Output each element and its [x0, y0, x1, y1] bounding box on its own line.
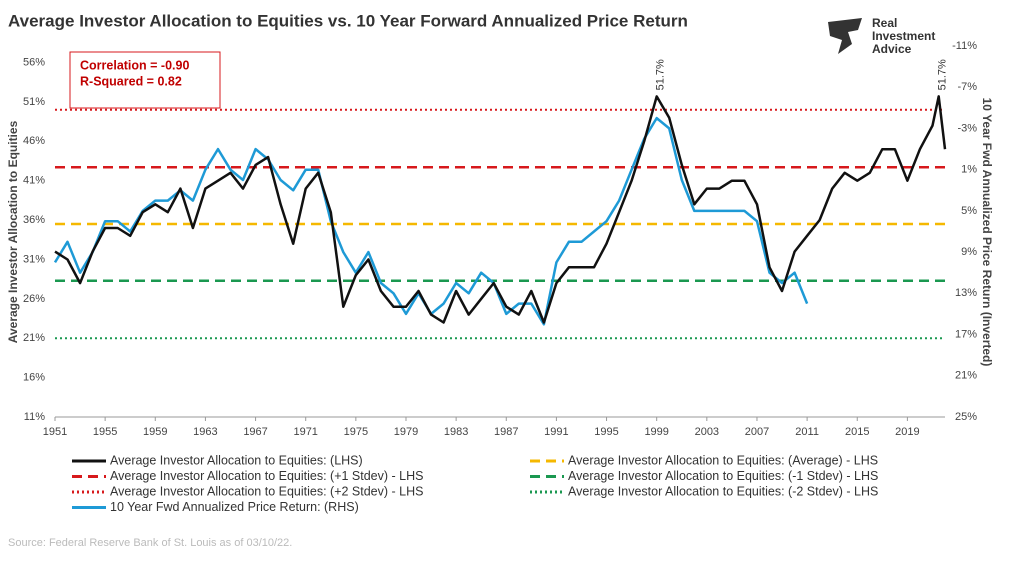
y-tick-label: 51% [23, 96, 45, 108]
y-tick-label: 41% [23, 175, 45, 187]
y2-tick-label: 21% [955, 370, 977, 382]
legend-label: Average Investor Allocation to Equities:… [110, 484, 423, 498]
x-tick-label: 1991 [544, 426, 568, 438]
x-tick-label: 1995 [594, 426, 618, 438]
y-tick-label: 56% [23, 56, 45, 68]
x-tick-label: 2015 [845, 426, 869, 438]
legend-label: 10 Year Fwd Annualized Price Return: (RH… [110, 500, 359, 514]
y2-tick-label: 17% [955, 328, 977, 340]
x-tick-label: 1967 [243, 426, 267, 438]
x-tick-label: 1955 [93, 426, 117, 438]
stat: Correlation = -0.90 [80, 58, 189, 72]
y-tick-label: 26% [23, 293, 45, 305]
x-tick-label: 1987 [494, 426, 518, 438]
series-line [54, 95, 947, 324]
annotation: 51.7% [655, 59, 667, 90]
brand: Investment [872, 29, 935, 43]
x-tick-label: 1999 [644, 426, 668, 438]
y2-tick-label: 25% [955, 411, 977, 423]
y2-tick-label: -11% [952, 40, 977, 52]
y-tick-label: 31% [23, 253, 45, 265]
x-tick-label: 2019 [895, 426, 919, 438]
x-tick-label: 2007 [745, 426, 769, 438]
y2-tick-label: -3% [957, 122, 977, 134]
legend-label: Average Investor Allocation to Equities:… [110, 469, 423, 483]
y-tick-label: 11% [24, 411, 45, 423]
y2-tick-label: 13% [955, 287, 977, 299]
logo: Real Investment Advice [828, 16, 935, 56]
y2-tick-label: -7% [957, 81, 977, 93]
brand: Advice [872, 42, 912, 56]
x-tick-label: 1979 [394, 426, 418, 438]
x-tick-label: 1959 [143, 426, 167, 438]
y-tick-label: 21% [23, 332, 45, 344]
legend-label: Average Investor Allocation to Equities:… [568, 453, 878, 467]
chart-title: Average Investor Allocation to Equities … [8, 11, 688, 30]
brand: Real [872, 16, 897, 30]
x-tick-label: 1951 [43, 426, 67, 438]
y-tick-label: 46% [23, 135, 45, 147]
y-tick-label: 36% [23, 214, 45, 226]
y2-axis-label: 10 Year Fwd Annualized Price Return (Inv… [980, 98, 994, 367]
x-tick-label: 2011 [795, 426, 819, 438]
y2-tick-label: 1% [961, 164, 977, 176]
legend-label: Average Investor Allocation to Equities:… [110, 453, 363, 467]
y2-tick-label: 5% [961, 205, 977, 217]
y-axis-label: Average Investor Allocation to Equities [6, 120, 20, 343]
x-tick-label: 1975 [344, 426, 368, 438]
source: Source: Federal Reserve Bank of St. Loui… [8, 537, 292, 549]
x-tick-label: 1963 [193, 426, 217, 438]
x-tick-label: 1971 [293, 426, 317, 438]
logo-icon [828, 18, 862, 54]
legend-label: Average Investor Allocation to Equities:… [568, 469, 878, 483]
y-tick-label: 16% [23, 372, 45, 384]
stat: R-Squared = 0.82 [80, 74, 182, 88]
stats-box [69, 51, 221, 109]
y2-tick-label: 9% [961, 246, 977, 258]
legend-label: Average Investor Allocation to Equities:… [568, 484, 878, 498]
series-line [53, 116, 809, 326]
annotation: 51.7% [937, 59, 949, 90]
x-tick-label: 2003 [695, 426, 719, 438]
x-tick-label: 1983 [444, 426, 468, 438]
